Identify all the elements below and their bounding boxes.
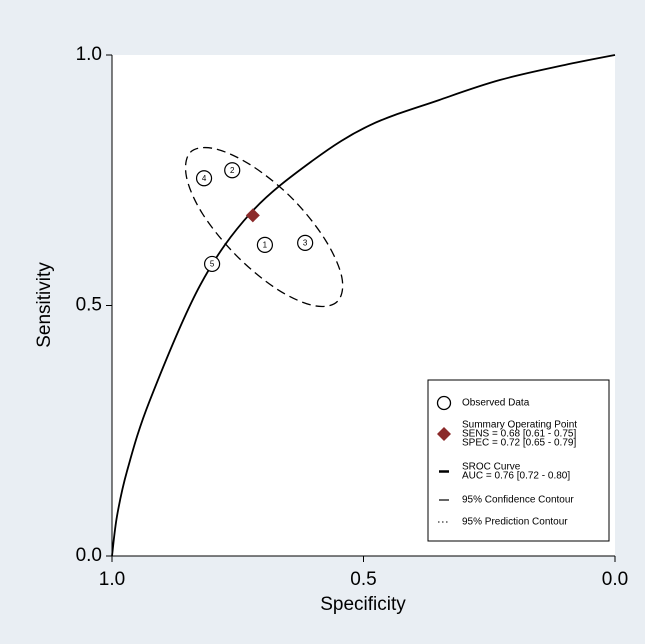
point-label: 3 [303,238,308,247]
observed-point [256,236,274,253]
legend-symbol [437,427,451,441]
x-axis-label: Specificity [320,594,406,615]
y-tick-label: 1.0 [76,44,102,65]
observed-point [224,162,241,179]
sroc-curve [111,54,616,557]
observed-point [203,255,221,273]
legend-detail: SENS = 0.68 [0.61 - 0.75] [462,429,576,440]
legend-box [427,379,610,542]
legend-label: 95% Confidence Contour [462,495,574,506]
point-label: 4 [202,174,207,183]
legend-detail: SPEC = 0.72 [0.65 - 0.79] [462,438,576,449]
legend-label: SROC Curve [462,462,521,473]
y-axis-label: Sensitivity [34,262,55,348]
y-tick-label: 0.5 [76,295,102,316]
legend-label: 95% Prediction Contour [462,517,568,528]
legend-symbol [436,395,452,411]
legend-label: Observed Data [462,398,530,409]
x-tick-label: 0.0 [602,569,628,590]
observed-point [195,170,213,187]
legend-detail: AUC = 0.76 [0.72 - 0.80] [462,471,570,482]
observed-point [297,234,314,251]
point-label: 2 [230,166,235,175]
confidence-contour [184,146,344,308]
y-tick-label: 0.0 [76,545,102,566]
legend-label: Summary Operating Point [462,420,577,431]
x-tick-label: 1.0 [99,569,125,590]
point-label: 1 [263,240,268,249]
summary-point [245,208,260,223]
x-tick-label: 0.5 [350,569,376,590]
point-label: 5 [210,260,215,269]
